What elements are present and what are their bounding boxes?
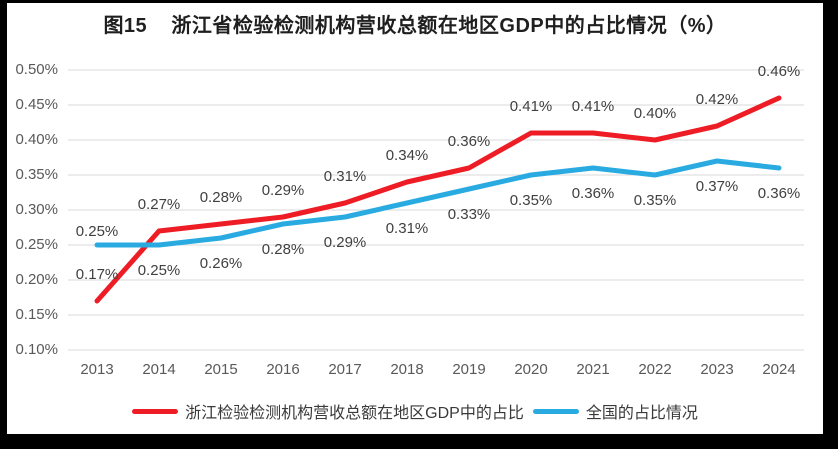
- data-label-zhejiang: 0.42%: [696, 91, 739, 108]
- data-label-national: 0.33%: [448, 206, 491, 223]
- x-axis-tick-label: 2016: [266, 361, 299, 378]
- x-axis-tick-label: 2023: [700, 361, 733, 378]
- data-label-national: 0.29%: [324, 234, 367, 251]
- y-axis-tick-label: 0.50%: [15, 61, 58, 78]
- legend-line-swatch-zhejiang: [132, 408, 179, 414]
- data-label-national: 0.26%: [200, 255, 243, 272]
- data-label-zhejiang: 0.41%: [510, 98, 553, 115]
- data-label-national: 0.28%: [262, 241, 305, 258]
- data-label-zhejiang: 0.27%: [138, 196, 181, 213]
- x-axis-tick-label: 2017: [328, 361, 361, 378]
- y-axis-tick-label: 0.45%: [15, 96, 58, 113]
- y-axis-tick-label: 0.20%: [15, 271, 58, 288]
- legend-label-zhejiang: 浙江检验检测机构营收总额在地区GDP中的占比: [185, 405, 524, 422]
- y-axis-tick-label: 0.15%: [15, 306, 58, 323]
- y-axis-tick-label: 0.25%: [15, 236, 58, 253]
- data-label-national: 0.37%: [696, 178, 739, 195]
- x-axis-tick-label: 2020: [514, 361, 547, 378]
- x-axis-tick-label: 2019: [452, 361, 485, 378]
- y-axis-tick-label: 0.40%: [15, 131, 58, 148]
- data-label-national: 0.25%: [138, 262, 181, 279]
- data-label-zhejiang: 0.31%: [324, 168, 367, 185]
- data-label-national: 0.25%: [76, 223, 119, 240]
- legend-item-national: 全国的占比情况: [532, 399, 698, 423]
- data-label-national: 0.35%: [510, 192, 553, 209]
- data-label-zhejiang: 0.46%: [758, 63, 801, 80]
- series-line-national: [94, 158, 782, 248]
- y-axis-tick-label: 0.30%: [15, 201, 58, 218]
- y-axis-tick-label: 0.10%: [15, 341, 58, 358]
- x-axis-tick-label: 2013: [80, 361, 113, 378]
- y-axis-tick-label: 0.35%: [15, 166, 58, 183]
- legend-label-national: 全国的占比情况: [585, 405, 698, 422]
- legend-item-zhejiang: 浙江检验检测机构营收总额在地区GDP中的占比: [132, 399, 524, 423]
- data-label-national: 0.36%: [572, 185, 615, 202]
- x-axis-tick-label: 2014: [142, 361, 175, 378]
- data-label-national: 0.35%: [634, 192, 677, 209]
- data-label-zhejiang: 0.40%: [634, 105, 677, 122]
- x-axis-tick-label: 2018: [390, 361, 423, 378]
- data-label-national: 0.31%: [386, 220, 429, 237]
- data-label-zhejiang: 0.34%: [386, 147, 429, 164]
- data-label-zhejiang: 0.28%: [200, 189, 243, 206]
- x-axis-tick-label: 2015: [204, 361, 237, 378]
- chart-title: 图15 浙江省检验检测机构营收总额在地区GDP中的占比情况（%）: [103, 15, 727, 37]
- data-label-national: 0.36%: [758, 185, 801, 202]
- legend-line-swatch-national: [532, 408, 579, 414]
- chart-canvas: [7, 3, 823, 434]
- x-axis-tick-label: 2022: [638, 361, 671, 378]
- data-label-zhejiang: 0.29%: [262, 182, 305, 199]
- x-axis-tick-label: 2021: [576, 361, 609, 378]
- series-line-zhejiang: [94, 95, 782, 304]
- data-label-zhejiang: 0.17%: [76, 266, 119, 283]
- legend: 浙江检验检测机构营收总额在地区GDP中的占比 全国的占比情况: [7, 400, 823, 422]
- data-label-zhejiang: 0.36%: [448, 133, 491, 150]
- data-label-zhejiang: 0.41%: [572, 98, 615, 115]
- x-axis-tick-label: 2024: [762, 361, 795, 378]
